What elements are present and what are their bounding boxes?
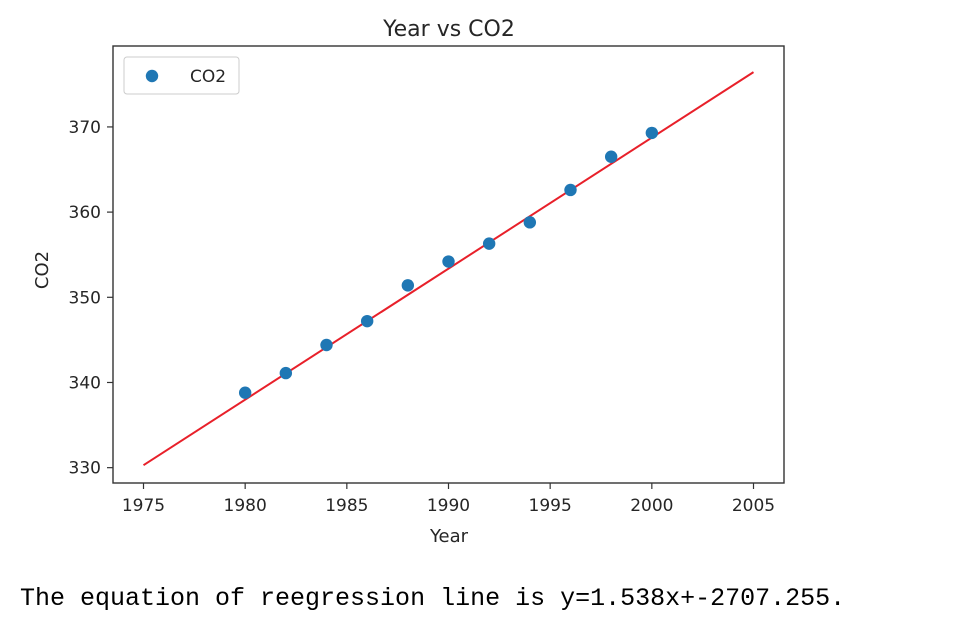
data-point [523,216,537,229]
y-tick-label: 350 [69,288,101,308]
data-point [564,183,577,197]
data-point [645,126,659,140]
x-tick-label: 1990 [427,496,470,516]
x-axis-label: Year [429,526,469,547]
chart-title: Year vs CO2 [382,17,515,42]
legend-box [123,56,240,95]
data-point [279,366,293,380]
data-point [442,255,455,268]
legend-marker [145,69,159,83]
x-tick-label: 1980 [224,496,267,516]
data-point [401,279,415,292]
legend-label: CO2 [190,67,226,87]
y-tick-label: 330 [69,459,101,479]
x-tick-label: 2005 [732,496,775,516]
y-tick-label: 360 [69,203,101,223]
data-point [360,314,374,328]
y-tick-label: 340 [69,373,101,393]
x-tick-label: 1975 [122,496,165,516]
data-point [320,338,333,352]
y-axis-label: CO2 [32,251,53,289]
x-tick-label: 1985 [325,496,368,516]
regression-equation-text: The equation of reegression line is y=1.… [20,584,846,613]
data-point [482,237,496,250]
x-tick-label: 2000 [630,496,673,516]
data-point [238,386,252,399]
data-point [604,150,618,163]
y-tick-label: 370 [69,118,101,138]
x-tick-label: 1995 [529,496,572,516]
scatter-chart: 1975 1980 1985 1990 1995 2000 2005 330 340 350 360… [32,17,785,547]
